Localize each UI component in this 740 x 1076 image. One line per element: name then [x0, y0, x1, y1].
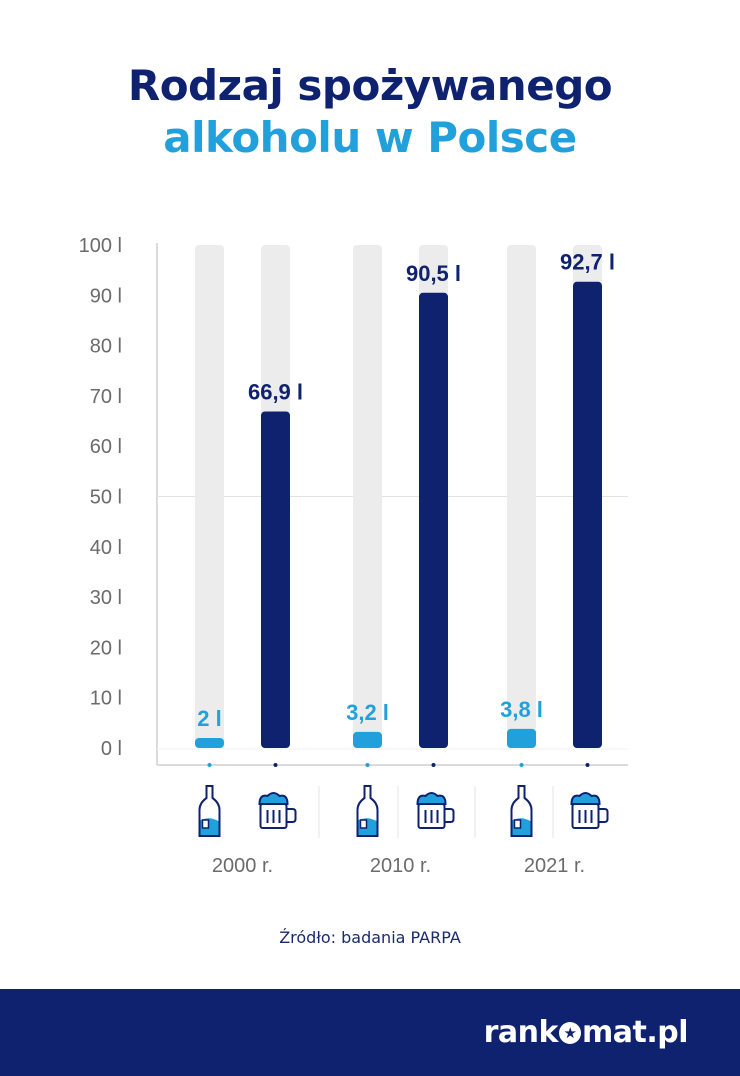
y-tick-label: 70 l	[90, 386, 122, 408]
y-tick-label: 80 l	[90, 336, 122, 358]
y-tick-label: 0 l	[101, 738, 122, 760]
beer-mug-icon	[258, 792, 297, 829]
bar	[195, 737, 224, 748]
data-label: 2 l	[197, 706, 221, 731]
footer-bar: rank ★ mat.pl	[0, 989, 740, 1076]
y-tick-label: 50 l	[90, 487, 122, 509]
source-note: Źródło: badania PARPA	[279, 928, 461, 947]
y-tick-label: 30 l	[90, 587, 122, 609]
bar-track	[353, 245, 382, 748]
bar-chart: 0 l 10 l 20 l 30 l 40 l 50 l 60 l 70 l 80 l 90 l 1…	[79, 235, 628, 877]
x-category-label: 2000 r.	[212, 855, 273, 877]
x-category-label: 2021 r.	[524, 855, 585, 877]
logo-star-icon: ★	[559, 1022, 581, 1044]
data-label: 90,5 l	[406, 261, 461, 286]
x-category-label: 2010 r.	[370, 855, 431, 877]
rankomat-logo: rank ★ mat.pl	[483, 1015, 689, 1050]
data-label: 92,7 l	[560, 250, 615, 275]
axis-marker-dot	[207, 763, 212, 767]
logo-text-left: rank	[483, 1015, 559, 1050]
bar-track	[195, 245, 224, 748]
data-label: 3,2 l	[346, 700, 389, 725]
axis-marker-dot	[519, 763, 524, 767]
beer-mug-icon	[570, 792, 609, 829]
chart-title-line2: alkoholu w Polsce	[163, 113, 577, 162]
chart-title-line1: Rodzaj spożywanego	[127, 61, 613, 110]
bar	[353, 731, 382, 748]
y-tick-label: 100 l	[79, 235, 122, 257]
bottle-icon	[510, 785, 533, 837]
y-tick-label: 90 l	[90, 285, 122, 307]
y-tick-label: 20 l	[90, 637, 122, 659]
beer-mug-icon	[416, 792, 455, 829]
bar	[419, 292, 448, 748]
bar	[573, 281, 602, 748]
data-label: 3,8 l	[500, 697, 543, 722]
axis-marker-dot	[365, 763, 370, 767]
logo-text-right: mat.pl	[582, 1015, 689, 1050]
bottle-icon	[198, 785, 221, 837]
axis-marker-dot	[273, 763, 278, 767]
axis-marker-dot	[431, 763, 436, 767]
axis-marker-dot	[585, 763, 590, 767]
y-tick-label: 10 l	[90, 688, 122, 710]
bar-track	[507, 245, 536, 748]
y-tick-label: 40 l	[90, 537, 122, 559]
bar	[261, 411, 290, 748]
data-label: 66,9 l	[248, 379, 303, 404]
bottle-icon	[356, 785, 379, 837]
bar	[507, 728, 536, 748]
y-tick-label: 60 l	[90, 436, 122, 458]
